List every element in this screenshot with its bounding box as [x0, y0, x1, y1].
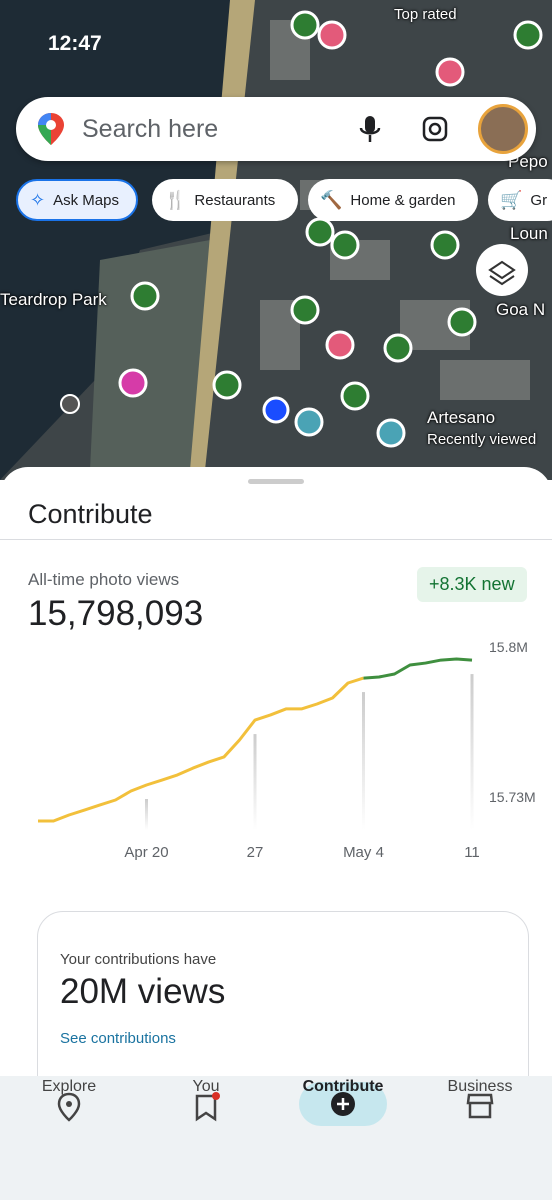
- map-label: Artesano: [427, 408, 496, 427]
- x-tick-line: [362, 692, 365, 830]
- divider: [0, 539, 552, 540]
- stat-label: All-time photo views: [28, 570, 180, 589]
- chip[interactable]: 🛒 Gr: [488, 179, 552, 221]
- chart: 15.8M 15.73M Apr 20 27 May 4 11: [38, 639, 536, 861]
- nav-label[interactable]: Contribute: [302, 1078, 384, 1095]
- x-tick-line: [470, 674, 474, 830]
- map-label: Goa N: [496, 300, 546, 319]
- y-tick-label: 15.73M: [489, 789, 536, 805]
- nav-label[interactable]: Explore: [41, 1078, 97, 1095]
- map-label: Loun: [510, 224, 548, 243]
- sheet-title: Contribute: [28, 499, 153, 529]
- map-label: Recently viewed: [427, 431, 537, 448]
- y-tick-label: 15.8M: [489, 639, 528, 655]
- bottom-nav: [0, 1076, 552, 1200]
- chip-label: Ask Maps: [53, 191, 119, 209]
- nav-label[interactable]: Business: [447, 1078, 513, 1095]
- x-tick-line: [253, 734, 257, 830]
- status-time: 12:47: [48, 32, 102, 55]
- avatar[interactable]: [478, 104, 528, 154]
- line-series: [363, 657, 473, 680]
- maps-logo: [38, 113, 64, 145]
- park-area: [90, 240, 210, 470]
- drag-handle[interactable]: [248, 479, 304, 484]
- card-link[interactable]: See contributions: [60, 1030, 176, 1047]
- card-caption: Your contributions have: [60, 951, 217, 968]
- new-badge: +8.3K new: [417, 567, 527, 602]
- explore-icon: [57, 1092, 81, 1122]
- lens-icon[interactable]: [422, 116, 448, 142]
- chip-label: Home & garden: [350, 191, 456, 209]
- map-pins: [60, 10, 543, 448]
- x-tick-label: 27: [247, 844, 264, 861]
- chip[interactable]: 🔨 Home & garden: [308, 179, 478, 221]
- search-placeholder: Search here: [82, 115, 219, 143]
- map-label: Top rated: [394, 6, 457, 23]
- mic-icon[interactable]: [358, 115, 382, 143]
- x-tick-label: May 4: [343, 844, 384, 861]
- x-tick-label: Apr 20: [124, 844, 168, 861]
- chip[interactable]: 🍴 Restaurants: [152, 179, 298, 221]
- search-bar[interactable]: Search here: [16, 97, 536, 161]
- line-series: [38, 676, 364, 823]
- stat-value: 15,798,093: [28, 594, 204, 633]
- contribute-icon: [331, 1092, 355, 1116]
- chip-label: Gr: [530, 191, 548, 209]
- nav-label[interactable]: You: [192, 1078, 220, 1095]
- map-label: Teardrop Park: [0, 290, 107, 309]
- chip[interactable]: ✧ Ask Maps: [16, 179, 138, 221]
- business-icon: [466, 1093, 494, 1119]
- x-tick-line: [145, 799, 148, 830]
- chip-label: Restaurants: [194, 191, 276, 209]
- x-tick-label: 11: [464, 844, 480, 861]
- card-value: 20M views: [60, 972, 226, 1011]
- you-icon: [195, 1092, 220, 1122]
